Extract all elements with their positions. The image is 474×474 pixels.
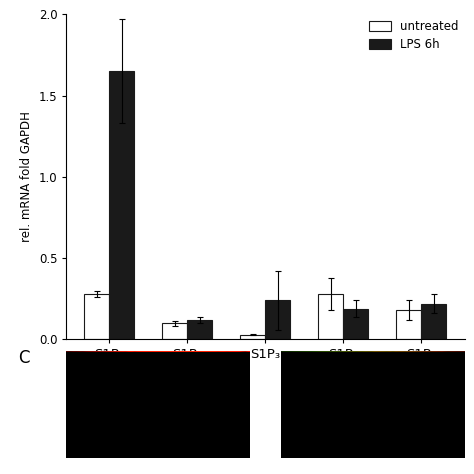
FancyBboxPatch shape bbox=[66, 352, 249, 458]
Bar bbox=[396, 310, 421, 339]
Bar bbox=[344, 309, 368, 339]
FancyBboxPatch shape bbox=[282, 352, 465, 458]
Text: C: C bbox=[18, 349, 30, 367]
Y-axis label: rel. mRNA fold GAPDH: rel. mRNA fold GAPDH bbox=[20, 111, 33, 242]
Bar bbox=[163, 323, 187, 339]
Bar bbox=[187, 320, 212, 339]
Bar bbox=[84, 294, 109, 339]
Bar bbox=[265, 301, 291, 339]
Bar bbox=[240, 335, 265, 339]
Bar bbox=[319, 294, 344, 339]
Legend: untreated, LPS 6h: untreated, LPS 6h bbox=[369, 20, 459, 51]
Bar bbox=[109, 71, 135, 339]
Bar bbox=[421, 304, 447, 339]
